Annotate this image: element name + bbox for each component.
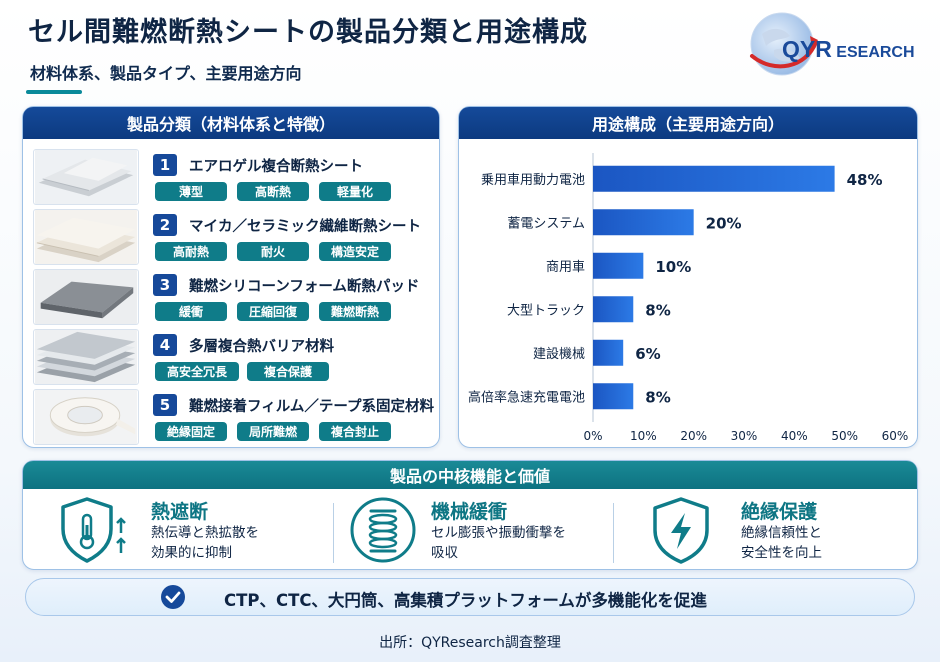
product-4-tag-1: 高安全冗長 <box>155 362 239 381</box>
thermometer-shield-icon <box>61 497 126 563</box>
summary-banner: CTP、CTC、大円筒、高集積プラットフォームが多機能化を促進 <box>25 578 915 616</box>
product-name-1: エアロゲル複合断熱シート <box>189 159 363 175</box>
core-functions-panel: 製品の中核機能と価値 熱遮断 熱伝導と熱拡散を 効果的に抑制 機械緩衝 セル膨張… <box>22 460 918 570</box>
product-3-tag-1: 緩衝 <box>155 302 227 321</box>
category-label: 大型トラック <box>507 303 585 318</box>
product-panel-title: 製品分類（材料体系と特徴） <box>23 107 439 139</box>
application-chart-panel: 用途構成（主要用途方向） 乗用車用動力電池 48% 蓄電システム 20% 商用車 10% 大… <box>458 106 918 448</box>
x-tick-label: 30% <box>731 429 758 443</box>
function-title-cushion: 機械緩衝 <box>431 501 508 523</box>
value-label: 48% <box>847 171 883 189</box>
product-2-tag-1: 高耐熱 <box>155 242 227 261</box>
function-desc-cushion-1: セル膨張や振動衝撃を <box>431 525 566 541</box>
product-3-tag-2: 圧縮回復 <box>237 302 309 321</box>
category-label: 蓄電システム <box>507 216 585 231</box>
x-tick-label: 20% <box>680 429 707 443</box>
silicone-foam-pad-image <box>33 269 139 325</box>
page-subtitle: 材料体系、製品タイプ、主要用途方向 <box>30 64 302 83</box>
banner-text: CTP、CTC、大円筒、高集積プラットフォームが多機能化を促進 <box>224 591 707 610</box>
page-title: セル間難燃断熱シートの製品分類と用途構成 <box>28 17 588 48</box>
function-desc-cushion-2: 吸収 <box>431 545 458 561</box>
value-label: 8% <box>645 388 670 406</box>
category-label: 建設機械 <box>533 346 585 362</box>
application-bar-chart: 乗用車用動力電池 48% 蓄電システム 20% 商用車 10% 大型トラック 8% 建設機械 6%… <box>468 153 909 443</box>
function-divider-2 <box>613 503 614 563</box>
product-name-2: マイカ／セラミック繊維断熱シート <box>189 219 421 235</box>
function-desc-insulation-2: 安全性を向上 <box>741 545 822 561</box>
bar <box>593 209 694 236</box>
aerogel-sheet-image <box>33 149 139 205</box>
product-row-1: 1 エアロゲル複合断熱シート 薄型 高断熱 軽量化 <box>33 149 441 206</box>
core-functions-title: 製品の中核機能と価値 <box>23 461 917 489</box>
product-number-4: 4 <box>153 334 177 356</box>
product-1-tag-2: 高断熱 <box>237 182 309 201</box>
product-1-tag-3: 軽量化 <box>319 182 391 201</box>
category-label: 商用車 <box>546 260 585 275</box>
product-4-tag-2: 複合保護 <box>247 362 329 381</box>
product-1-tag-1: 薄型 <box>155 182 227 201</box>
function-desc-insulation-1: 絶縁信頼性と <box>741 525 822 541</box>
value-label: 20% <box>706 214 742 232</box>
product-2-tag-2: 耐火 <box>237 242 309 261</box>
spring-icon <box>350 497 416 563</box>
x-tick-label: 40% <box>781 429 808 443</box>
application-panel-title: 用途構成（主要用途方向） <box>459 107 917 139</box>
x-tick-label: 10% <box>630 429 657 443</box>
product-row-5: 5 難燃接着フィルム／テープ系固定材料 絶縁固定 局所難燃 複合封止 <box>33 389 441 446</box>
function-title-heat: 熱遮断 <box>151 501 209 523</box>
bar <box>593 165 835 192</box>
bar <box>593 383 634 410</box>
function-desc-heat-1: 熱伝導と熱拡散を <box>151 525 259 541</box>
function-desc-heat-2: 効果的に抑制 <box>151 545 232 561</box>
mica-ceramic-sheet-image <box>33 209 139 265</box>
value-label: 10% <box>655 258 691 276</box>
source-note: 出所：QYResearch調査整理 <box>379 635 561 651</box>
value-label: 6% <box>635 345 660 363</box>
product-row-4: 4 多層複合熱バリア材料 高安全冗長 複合保護 <box>33 329 441 386</box>
product-row-2: 2 マイカ／セラミック繊維断熱シート 高耐熱 耐火 構造安定 <box>33 209 441 266</box>
lightning-shield-icon <box>653 497 709 564</box>
x-tick-label: 0% <box>583 429 602 443</box>
function-title-insulation: 絶縁保護 <box>741 501 818 523</box>
product-number-5: 5 <box>153 394 177 416</box>
bar <box>593 252 644 279</box>
qyresearch-logo <box>750 12 818 76</box>
category-label: 乗用車用動力電池 <box>481 173 585 188</box>
product-name-4: 多層複合熱バリア材料 <box>189 339 334 355</box>
product-classification-panel: 製品分類（材料体系と特徴） 1 エアロゲル複合断熱シート 薄型 高断熱 軽量化 … <box>22 106 440 448</box>
product-number-1: 1 <box>153 154 177 176</box>
product-5-tag-1: 絶縁固定 <box>155 422 227 441</box>
product-row-3: 3 難燃シリコーンフォーム断熱パッド 緩衝 圧縮回復 難燃断熱 <box>33 269 441 326</box>
adhesive-tape-roll-image <box>33 389 139 445</box>
category-label: 高倍率急速充電電池 <box>468 389 585 405</box>
bar <box>593 339 624 366</box>
product-name-5: 難燃接着フィルム／テープ系固定材料 <box>189 399 435 415</box>
product-5-tag-2: 局所難燃 <box>237 422 309 441</box>
bar <box>593 296 634 323</box>
product-number-2: 2 <box>153 214 177 236</box>
function-divider-1 <box>333 503 334 563</box>
x-tick-label: 60% <box>882 429 909 443</box>
product-number-3: 3 <box>153 274 177 296</box>
multilayer-barrier-image <box>33 329 139 385</box>
product-name-3: 難燃シリコーンフォーム断熱パッド <box>189 279 420 295</box>
title-underline <box>26 90 82 94</box>
check-circle-icon <box>161 585 185 609</box>
product-5-tag-3: 複合封止 <box>319 422 391 441</box>
x-tick-label: 50% <box>831 429 858 443</box>
logo-text: QYR ESEARCH <box>782 36 915 62</box>
product-2-tag-3: 構造安定 <box>319 242 391 261</box>
value-label: 8% <box>645 301 670 319</box>
product-3-tag-3: 難燃断熱 <box>319 302 391 321</box>
